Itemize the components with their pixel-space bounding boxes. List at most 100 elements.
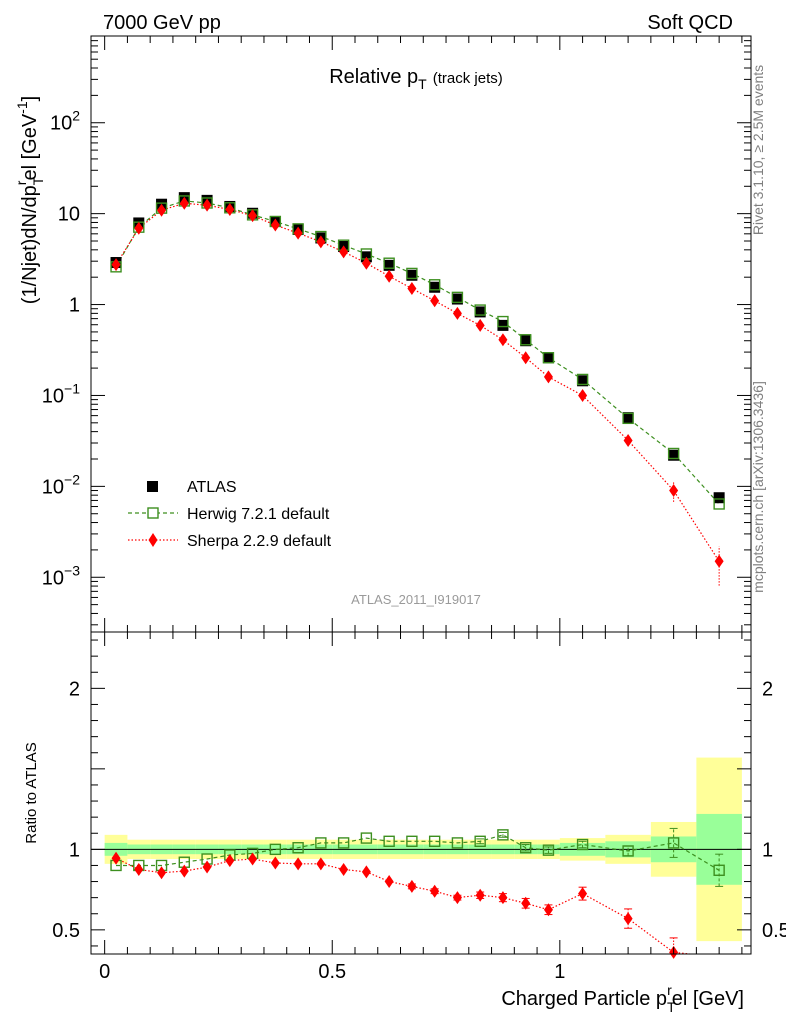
ratio-herwig-line (116, 834, 720, 871)
legend-herwig-label: Herwig 7.2.1 default (187, 506, 330, 523)
ratio-sherpa-point (111, 851, 121, 865)
sherpa-point (407, 282, 417, 296)
atlas-point (474, 306, 486, 318)
main-y-tick-label: 10−2 (42, 471, 80, 498)
ratio-herwig-point (269, 843, 282, 856)
main-plot-marks (110, 192, 725, 586)
ratio-herwig-point (542, 844, 555, 856)
ratio-herwig-point (713, 864, 725, 876)
ratio-y-tick-label-left: 1 (69, 839, 80, 861)
ratio-herwig-point (667, 837, 680, 849)
ratio-herwig-point (383, 835, 395, 847)
x-tick-label: 0.5 (318, 961, 346, 983)
mcplots-reference-label: mcplots.cern.ch [arXiv:1306.3436] (750, 381, 766, 593)
main-y-tick-label: 10−1 (42, 380, 80, 407)
herwig-point (451, 291, 464, 304)
ratio-panel-frame (90, 631, 752, 955)
ratio-herwig-point (576, 838, 589, 851)
ratio-sherpa-point (202, 860, 212, 874)
sherpa-point (623, 433, 633, 447)
ratio-axis-ticks (91, 632, 751, 954)
atlas-point (577, 375, 589, 387)
sherpa-point (578, 388, 588, 402)
herwig-line (115, 200, 720, 505)
sherpa-point (669, 484, 679, 498)
sherpa-point (430, 294, 440, 308)
atlas-point (429, 281, 441, 293)
main-y-tick-label: 1 (69, 295, 80, 317)
sherpa-point (339, 245, 349, 259)
header-collision-label: 7000 GeV pp (103, 12, 221, 34)
sherpa-point (202, 198, 212, 212)
sherpa-point (179, 196, 189, 210)
sherpa-point (316, 235, 326, 249)
herwig-point (542, 352, 555, 364)
legend-herwig-marker (147, 507, 159, 519)
ratio-herwig-point (315, 837, 327, 849)
main-panel: 10−3 10−2 10−1 1 10 102 Relative pT (track jet… (13, 35, 752, 633)
sherpa-point (248, 209, 258, 223)
ratio-sherpa-point (225, 854, 235, 868)
herwig-point (713, 498, 725, 510)
herwig-point (497, 315, 509, 328)
ratio-y-tick-label-left: 2 (69, 678, 80, 700)
ratio-herwig-point (360, 832, 373, 844)
ratio-sherpa-point (248, 852, 258, 866)
ratio-herwig-point (292, 842, 304, 854)
sherpa-point (111, 258, 121, 272)
legend-sherpa-marker (148, 533, 158, 547)
sherpa-point (714, 554, 724, 568)
atlas-point (406, 269, 418, 281)
legend-entry-sherpa: Sherpa 2.2.9 default (128, 533, 332, 550)
legend-entry-herwig: Herwig 7.2.1 default (128, 506, 330, 523)
ratio-plot-marks (110, 827, 725, 959)
rivet-version-label: Rivet 3.1.10, ≥ 2.5M events (750, 65, 766, 235)
ratio-herwig-point (519, 842, 532, 854)
ratio-sherpa-point (430, 884, 440, 898)
main-y-tick-label: 10 (58, 204, 80, 226)
atlas-point (622, 412, 634, 424)
ratio-sherpa-point (339, 862, 349, 876)
main-y-tick-labels: 10−3 10−2 10−1 1 10 102 (42, 108, 80, 590)
sherpa-point (521, 351, 531, 365)
ratio-herwig-point (497, 829, 509, 841)
sherpa-point (293, 226, 303, 240)
ratio-sherpa-point (384, 875, 394, 889)
ratio-herwig-point (622, 845, 634, 857)
ratio-sherpa-point (179, 864, 189, 878)
ratio-herwig-point (428, 835, 441, 847)
ratio-herwig-point (474, 835, 486, 847)
ratio-sherpa-point (452, 891, 462, 905)
ratio-sherpa-point (157, 866, 167, 880)
ratio-sherpa-point (316, 857, 326, 871)
atlas-point (668, 449, 680, 461)
sherpa-point (384, 269, 394, 283)
ratio-herwig-point (406, 835, 418, 847)
legend-atlas-marker (147, 481, 158, 492)
legend: ATLAS Herwig 7.2.1 default Sherpa 2.2.9 … (128, 479, 332, 550)
header-category-label: Soft QCD (647, 12, 733, 34)
sherpa-point (134, 221, 144, 235)
atlas-point (497, 319, 509, 331)
herwig-point (667, 447, 680, 460)
analysis-watermark: ATLAS_2011_I919017 (351, 592, 481, 607)
ratio-sherpa-point (498, 891, 508, 905)
main-plot-title: Relative pT (track jets) (329, 66, 503, 92)
ratio-sherpa-point (134, 862, 144, 876)
ratio-y-tick-label-left: 0.5 (52, 920, 80, 942)
ratio-sherpa-point (361, 865, 371, 879)
ratio-sherpa-point (475, 888, 485, 902)
ratio-y-axis-label: Ratio to ATLAS (23, 742, 40, 843)
x-tick-label: 0 (99, 961, 110, 983)
herwig-point (428, 279, 441, 291)
ratio-herwig-point (337, 837, 350, 849)
ratio-y-tick-labels: 0.5 0.5 1 1 2 2 (52, 678, 786, 942)
ratio-sherpa-point (293, 857, 303, 871)
main-axis-ticks (91, 35, 751, 632)
ratio-sherpa-point (270, 856, 280, 870)
herwig-point (622, 412, 634, 425)
ratio-y-tick-label-right: 0.5 (762, 920, 786, 942)
ratio-panel: 0.5 0.51 12 2 0 0.5 1 Ratio to ATLAS Charged … (23, 631, 786, 1015)
legend-entry-atlas: ATLAS (147, 479, 237, 496)
sherpa-point (157, 203, 167, 217)
